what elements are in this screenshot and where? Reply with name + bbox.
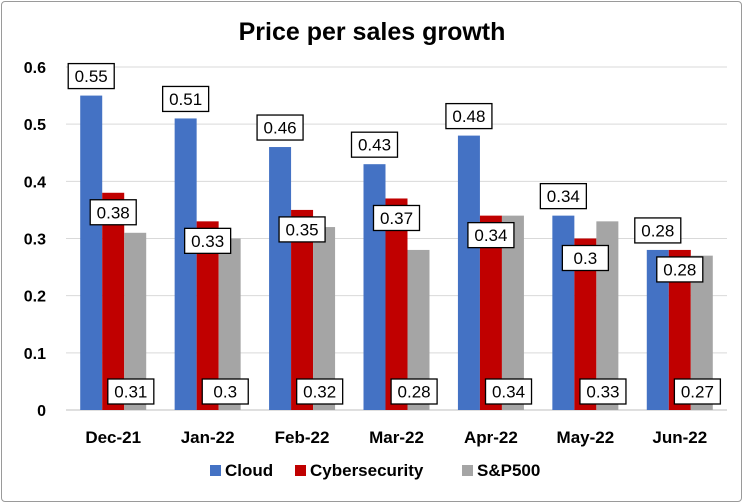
legend-swatch (210, 465, 221, 476)
data-label: 0.48 (452, 107, 485, 126)
data-label: 0.34 (492, 383, 525, 402)
bar-cloud (80, 95, 103, 410)
data-label-box (579, 378, 627, 405)
data-label-box (183, 227, 232, 255)
bar-s-p500 (501, 215, 524, 410)
data-label: 0.28 (398, 383, 431, 402)
y-tick-label: 0 (37, 403, 46, 420)
data-label: 0.28 (663, 260, 696, 279)
legend: Cloud Cybersecurity S&P500 (210, 461, 540, 480)
bar-cloud (363, 164, 386, 410)
data-label-box (673, 378, 722, 405)
data-label: 0.33 (586, 383, 619, 402)
data-label-box (67, 62, 115, 90)
bar-cybersecurity (102, 192, 125, 410)
data-label-box (484, 378, 533, 405)
data-label: 0.34 (474, 226, 507, 245)
data-labels: 0.55 0.38 0.31 0.51 0.33 0.3 0.46 0.35 0.32 0.43 0… (67, 62, 722, 405)
bar-s-p500 (218, 238, 241, 410)
legend-label: S&P500 (477, 461, 540, 480)
bar-cybersecurity (291, 209, 314, 410)
x-tick-label: Jan-22 (181, 428, 235, 447)
data-label: 0.51 (169, 90, 202, 109)
bar-cloud (174, 118, 197, 410)
x-tick-label: Feb-22 (275, 428, 330, 447)
bar-cybersecurity (668, 249, 691, 410)
bar-cybersecurity (479, 215, 502, 410)
data-label: 0.37 (380, 209, 413, 228)
data-label-box (89, 199, 137, 226)
y-tick-label: 0.6 (24, 60, 46, 77)
x-tick-label: Apr-22 (464, 428, 518, 447)
data-label: 0.38 (97, 203, 130, 222)
data-label: 0.55 (75, 67, 108, 86)
bar-cybersecurity (574, 238, 597, 410)
x-tick-label: Dec-21 (85, 428, 141, 447)
data-label-box (350, 131, 399, 158)
bars (80, 95, 713, 411)
data-label-box (372, 204, 421, 232)
bar-cloud (646, 249, 669, 410)
data-label: 0.33 (191, 232, 224, 251)
chart-title: Price per sales growth (239, 18, 506, 46)
bar-cybersecurity (385, 198, 408, 410)
legend-label: Cybersecurity (310, 461, 424, 480)
data-label-box (390, 378, 438, 405)
bar-s-p500 (124, 232, 147, 410)
bar-cloud (457, 135, 480, 410)
data-label-box (296, 378, 344, 405)
data-label-box (107, 378, 155, 405)
data-label: 0.27 (681, 383, 714, 402)
data-label: 0.3 (213, 383, 237, 402)
legend-swatch (462, 465, 473, 476)
y-tick-label: 0.2 (24, 289, 46, 306)
data-label-box (161, 85, 210, 113)
data-label: 0.35 (286, 220, 319, 239)
data-label: 0.31 (114, 383, 147, 402)
data-label-box (634, 217, 682, 244)
data-label-box (539, 182, 588, 210)
bar-s-p500 (313, 227, 336, 410)
data-label: 0.34 (547, 187, 580, 206)
bar-cloud (269, 147, 292, 411)
y-tick-label: 0.1 (24, 346, 46, 363)
legend-label: Cloud (225, 461, 273, 480)
x-tick-label: May-22 (557, 428, 615, 447)
x-tick-label: Mar-22 (369, 428, 424, 447)
data-label: 0.43 (358, 136, 391, 155)
x-axis: Dec-21 Jan-22 Feb-22 Mar-22 Apr-22 May-22 Jun-… (85, 428, 707, 447)
y-tick-label: 0.3 (24, 232, 46, 249)
bar-s-p500 (407, 249, 430, 410)
data-label: 0.28 (641, 221, 674, 240)
data-label-box (256, 114, 304, 141)
data-label-box (467, 221, 515, 249)
y-tick-label: 0.4 (24, 174, 46, 191)
data-label-box (201, 378, 249, 405)
data-label-box (445, 102, 493, 130)
data-label-box (561, 244, 610, 272)
data-label: 0.46 (264, 119, 297, 138)
legend-swatch (295, 465, 306, 476)
data-label-box (278, 216, 326, 243)
y-axis: 0 0.1 0.2 0.3 0.4 0.5 0.6 (24, 60, 46, 420)
data-label: 0.3 (574, 249, 598, 268)
data-label: 0.32 (303, 383, 336, 402)
bar-s-p500 (690, 255, 713, 410)
bar-cloud (552, 215, 575, 410)
bar-cybersecurity (196, 221, 219, 410)
x-tick-label: Jun-22 (652, 428, 707, 447)
data-label-box (656, 256, 704, 283)
y-tick-label: 0.5 (24, 117, 46, 134)
